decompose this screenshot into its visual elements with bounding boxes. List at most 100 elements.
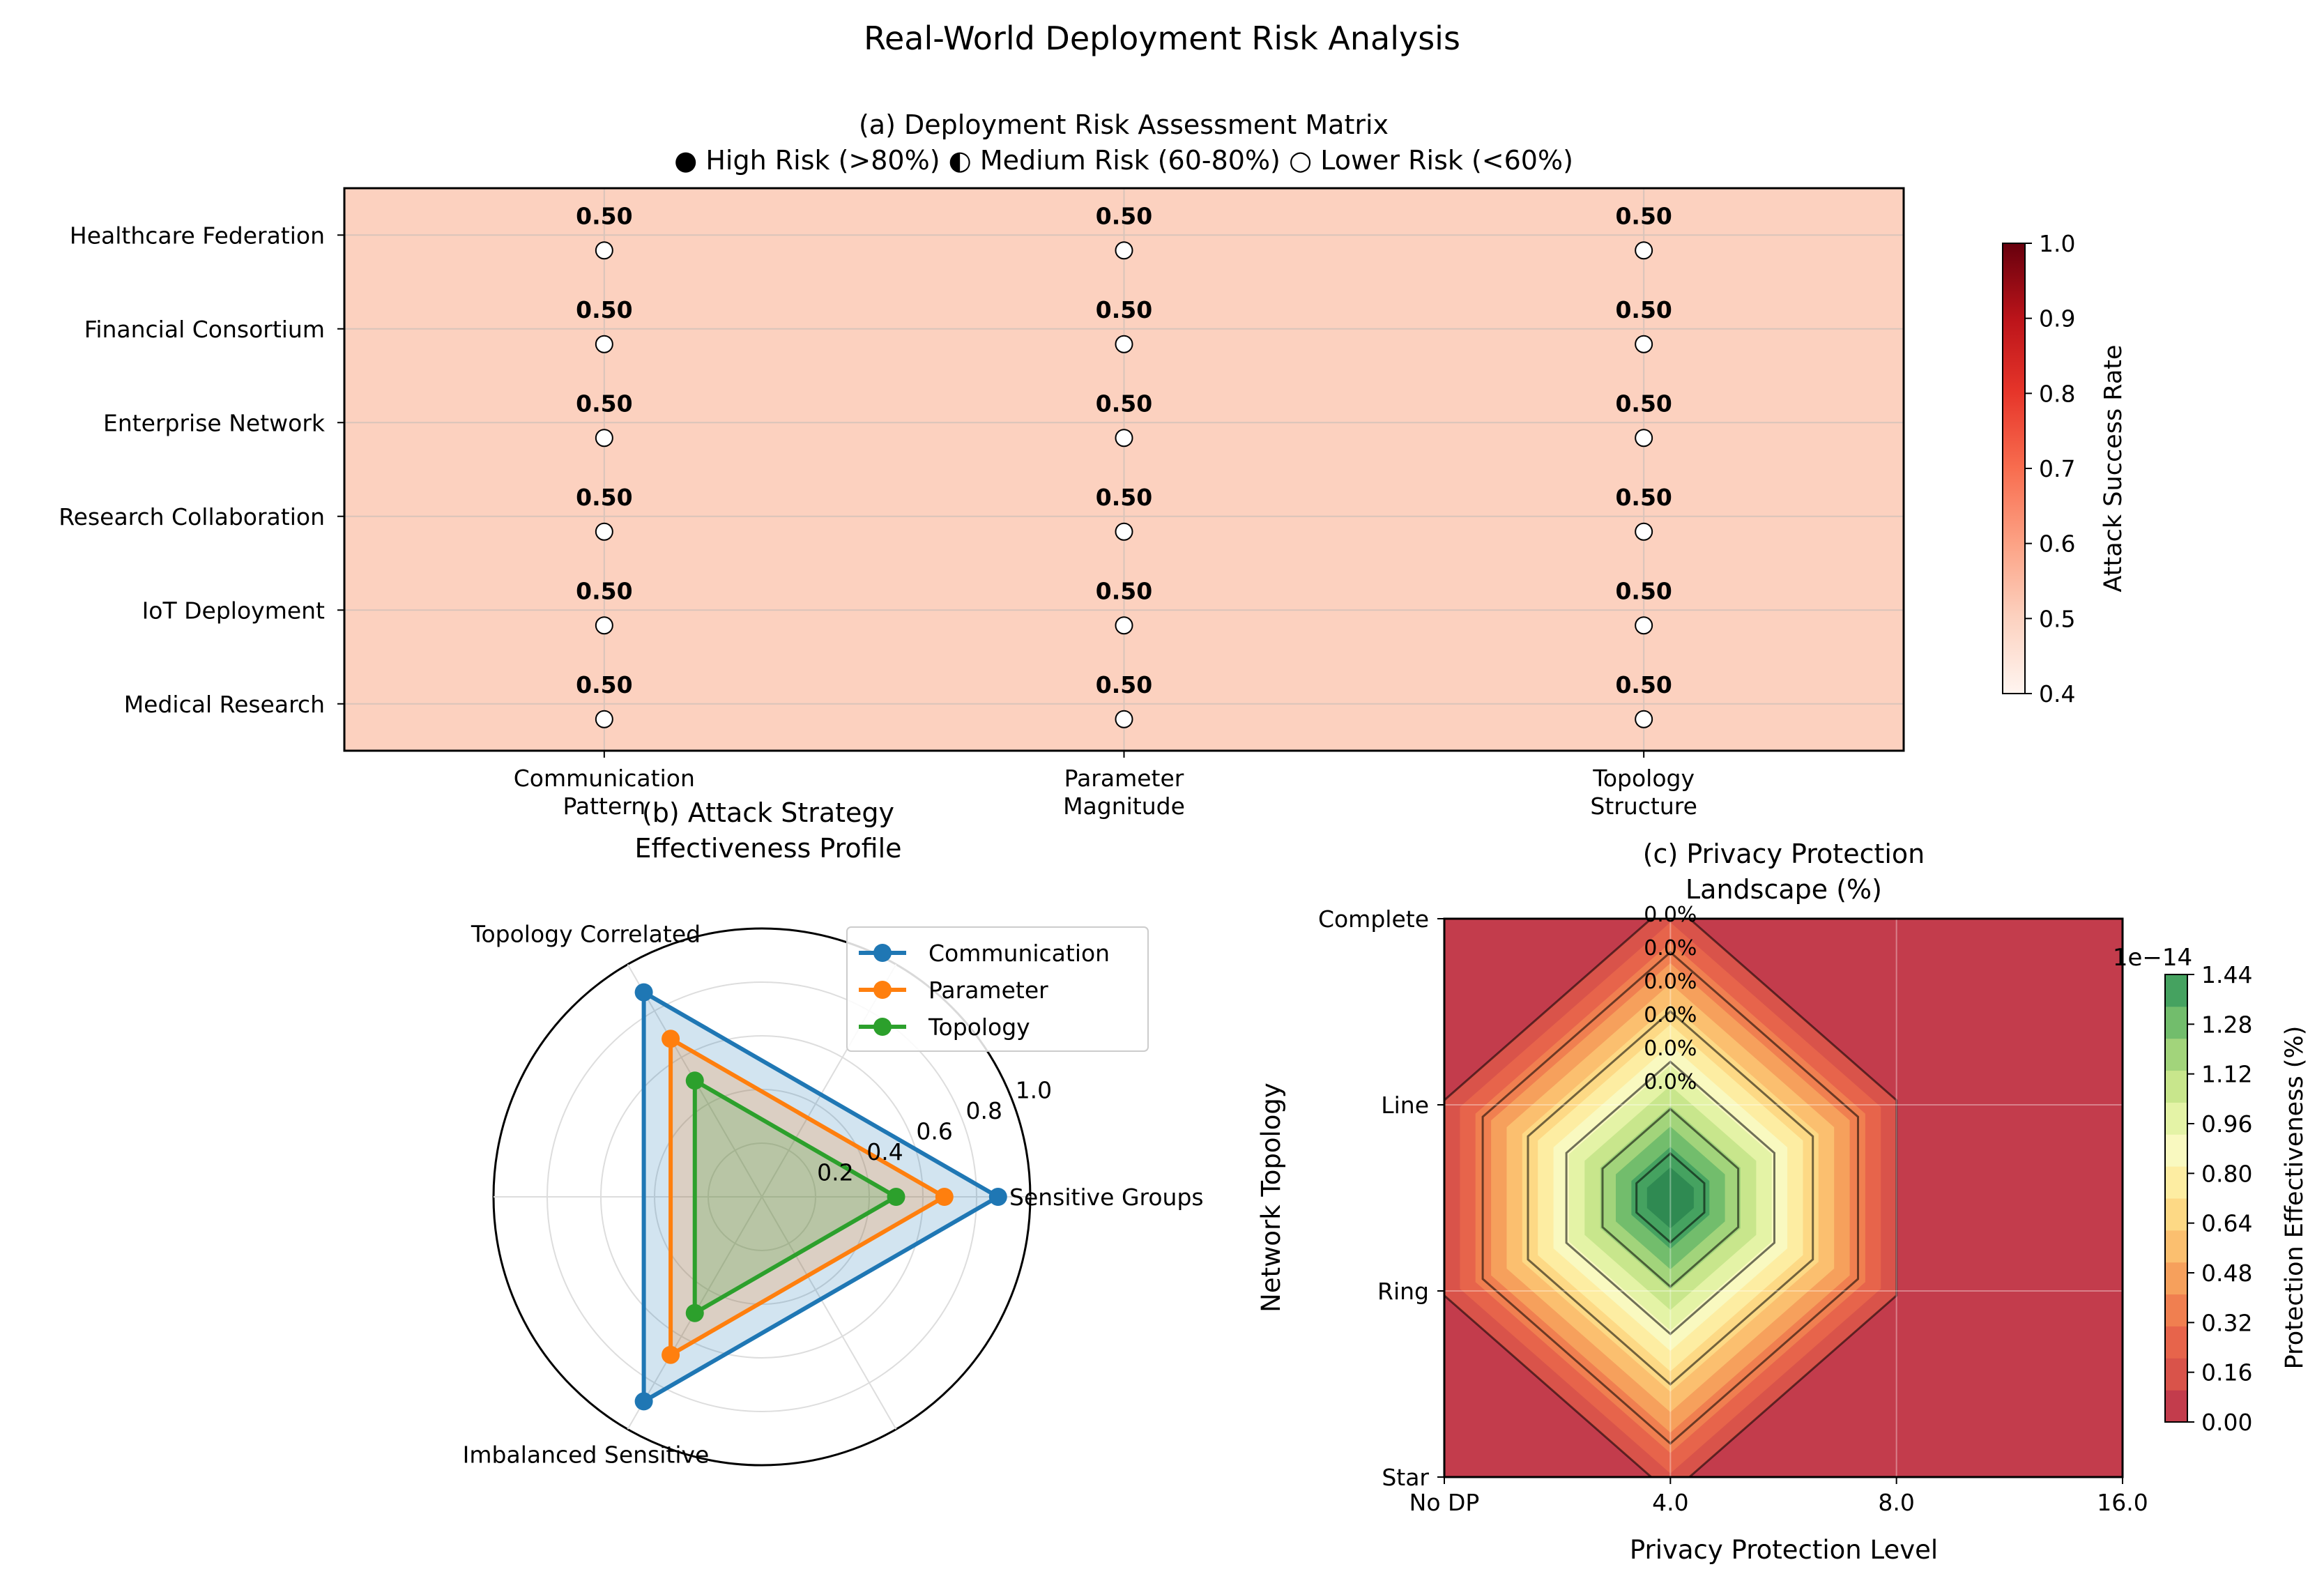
contour-y-tick-label: Ring xyxy=(1377,1278,1429,1305)
heatmap-value-label: 0.50 xyxy=(1615,577,1672,604)
radar-series-fill xyxy=(694,1080,896,1313)
contour-band xyxy=(1646,1167,1694,1229)
heatmap-risk-marker xyxy=(595,335,613,353)
radar-point xyxy=(634,983,653,1002)
colorbar-a-label: Attack Success Rate xyxy=(2100,344,2127,592)
heatmap-value-label: 0.50 xyxy=(576,671,632,698)
contour-lines xyxy=(1444,919,1898,1477)
heatmap-value-label: 0.50 xyxy=(1615,202,1672,229)
radar-radial-tick-label: 0.8 xyxy=(966,1097,1002,1124)
heatmap-row-label: IoT Deployment xyxy=(142,597,325,624)
heatmap-risk-marker xyxy=(595,616,613,635)
contour-y-label: Network Topology xyxy=(1256,1083,1286,1313)
radar-point xyxy=(988,1188,1007,1206)
heatmap-row-label: Healthcare Federation xyxy=(70,222,325,249)
radar-series-fill xyxy=(643,992,998,1402)
heatmap-value-label: 0.50 xyxy=(576,202,632,229)
colorbar-c-band xyxy=(2165,1358,2187,1391)
colorbar-c-band xyxy=(2165,1326,2187,1359)
radar-point xyxy=(935,1188,954,1206)
radar-axis-label: Topology Correlated xyxy=(471,921,701,948)
heatmap-row-label: Research Collaboration xyxy=(59,503,325,530)
colorbar-c-label: Protection Effectiveness (%) xyxy=(2281,1026,2309,1370)
radar-point xyxy=(634,1392,653,1411)
contour-level-label: 0.0% xyxy=(1644,1003,1697,1027)
heatmap-value-label: 0.50 xyxy=(1096,484,1152,511)
radar-spoke xyxy=(761,1196,897,1430)
radar-radial-tick-label: 0.4 xyxy=(866,1138,903,1165)
heatmap-column-label: Parameter xyxy=(1064,765,1184,792)
radar-series xyxy=(634,983,1007,1411)
heatmap-risk-marker xyxy=(1635,335,1653,353)
heatmap-risk-marker xyxy=(595,241,613,260)
heatmap-value-label: 0.50 xyxy=(1096,296,1152,323)
contour-level-label: 0.0% xyxy=(1644,936,1697,961)
colorbar-c-band xyxy=(2165,1198,2187,1231)
contour-level-label: 0.0% xyxy=(1644,1037,1697,1061)
contour-line xyxy=(1444,919,1898,1477)
colorbar-c-band xyxy=(2165,1262,2187,1295)
colorbar-a-tick-label: 0.7 xyxy=(2039,455,2075,482)
contour-level-label: 0.0% xyxy=(1644,903,1697,927)
contour-x-ticks: No DP 4.0 8.0 16.0 xyxy=(1409,1477,2148,1516)
colorbar-c-tick-label: 0.96 xyxy=(2201,1110,2252,1138)
radar-point xyxy=(887,1188,905,1206)
panel-c-title-line2: Landscape (%) xyxy=(1685,874,1882,905)
contour-fill xyxy=(1444,919,2123,1477)
figure-title: Real-World Deployment Risk Analysis xyxy=(864,20,1460,57)
colorbar-c-offset: 1e−14 xyxy=(2113,944,2192,972)
contour-x-label: Privacy Protection Level xyxy=(1630,1535,1938,1565)
panel-a-heatmap: (a) Deployment Risk Assessment Matrix ● … xyxy=(59,109,2127,820)
heatmap-value-label: 0.50 xyxy=(576,484,632,511)
contour-line xyxy=(1565,1060,1775,1336)
contour-y-tick-label: Star xyxy=(1382,1464,1429,1491)
radar-legend-label: Communication xyxy=(928,940,1110,967)
colorbar-c-tick-label: 0.80 xyxy=(2201,1160,2252,1187)
heatmap-risk-marker xyxy=(1635,241,1653,260)
contour-level-labels: 0.0% 0.0% 0.0% 0.0% 0.0% 0.0% xyxy=(1644,903,1697,1094)
contour-level-label: 0.0% xyxy=(1644,1070,1697,1094)
heatmap-risk-marker xyxy=(595,429,613,448)
heatmap-value-label: 0.50 xyxy=(1615,390,1672,417)
radar-legend-marker xyxy=(873,944,892,962)
colorbar-c-band xyxy=(2165,1134,2187,1167)
heatmap-risk-marker xyxy=(1115,616,1133,635)
colorbar-c-band xyxy=(2165,1390,2187,1423)
heatmap-risk-marker xyxy=(1115,241,1133,260)
heatmap-column-label: Structure xyxy=(1590,793,1697,820)
panel-a-risk-legend: ● High Risk (>80%) ◐ Medium Risk (60-80%… xyxy=(674,145,1573,176)
colorbar-c-tick-label: 0.00 xyxy=(2201,1409,2252,1436)
radar-point xyxy=(685,1303,704,1322)
radar-axis-label: Imbalanced Sensitive xyxy=(463,1441,710,1468)
colorbar-c-tick-label: 0.16 xyxy=(2201,1359,2252,1386)
radar-point xyxy=(662,1345,680,1364)
heatmap-column-label: Magnitude xyxy=(1063,793,1185,820)
radar-radial-tick-label: 0.6 xyxy=(916,1118,952,1145)
heatmap-risk-marker xyxy=(1115,710,1133,728)
contour-line xyxy=(1481,951,1859,1445)
contour-line xyxy=(1601,1108,1740,1288)
heatmap-value-label: 0.50 xyxy=(576,577,632,604)
heatmap-risk-marker xyxy=(1635,710,1653,728)
colorbar-c-band xyxy=(2165,1230,2187,1263)
colorbar-a-gradient xyxy=(2002,243,2026,694)
heatmap-gridlines xyxy=(344,188,1904,751)
panel-b-title-line1: (b) Attack Strategy xyxy=(642,797,894,828)
heatmap-value-label: 0.50 xyxy=(1615,296,1672,323)
contour-y-tick-label: Line xyxy=(1381,1092,1429,1119)
contour-line xyxy=(1635,1152,1706,1244)
radar-radial-tick-label: 1.0 xyxy=(1016,1077,1052,1104)
contour-x-tick-label: 4.0 xyxy=(1652,1489,1688,1516)
heatmap-value-label: 0.50 xyxy=(1615,671,1672,698)
radar-radial-ticks: 0.2 0.4 0.6 0.8 1.0 xyxy=(817,1077,1052,1186)
panel-b-title-line2: Effectiveness Profile xyxy=(634,833,901,864)
radar-series-fill xyxy=(671,1039,945,1355)
heatmap-value-label: 0.50 xyxy=(576,296,632,323)
heatmap-risk-marker xyxy=(1635,616,1653,635)
radar-legend-label: Topology xyxy=(928,1014,1030,1041)
colorbar-c-band xyxy=(2165,1070,2187,1103)
heatmap-value-label: 0.50 xyxy=(1615,484,1672,511)
contour-y-ticks: Star Ring Line Complete xyxy=(1318,905,1444,1491)
colorbar-c-tick-label: 0.64 xyxy=(2201,1210,2252,1237)
